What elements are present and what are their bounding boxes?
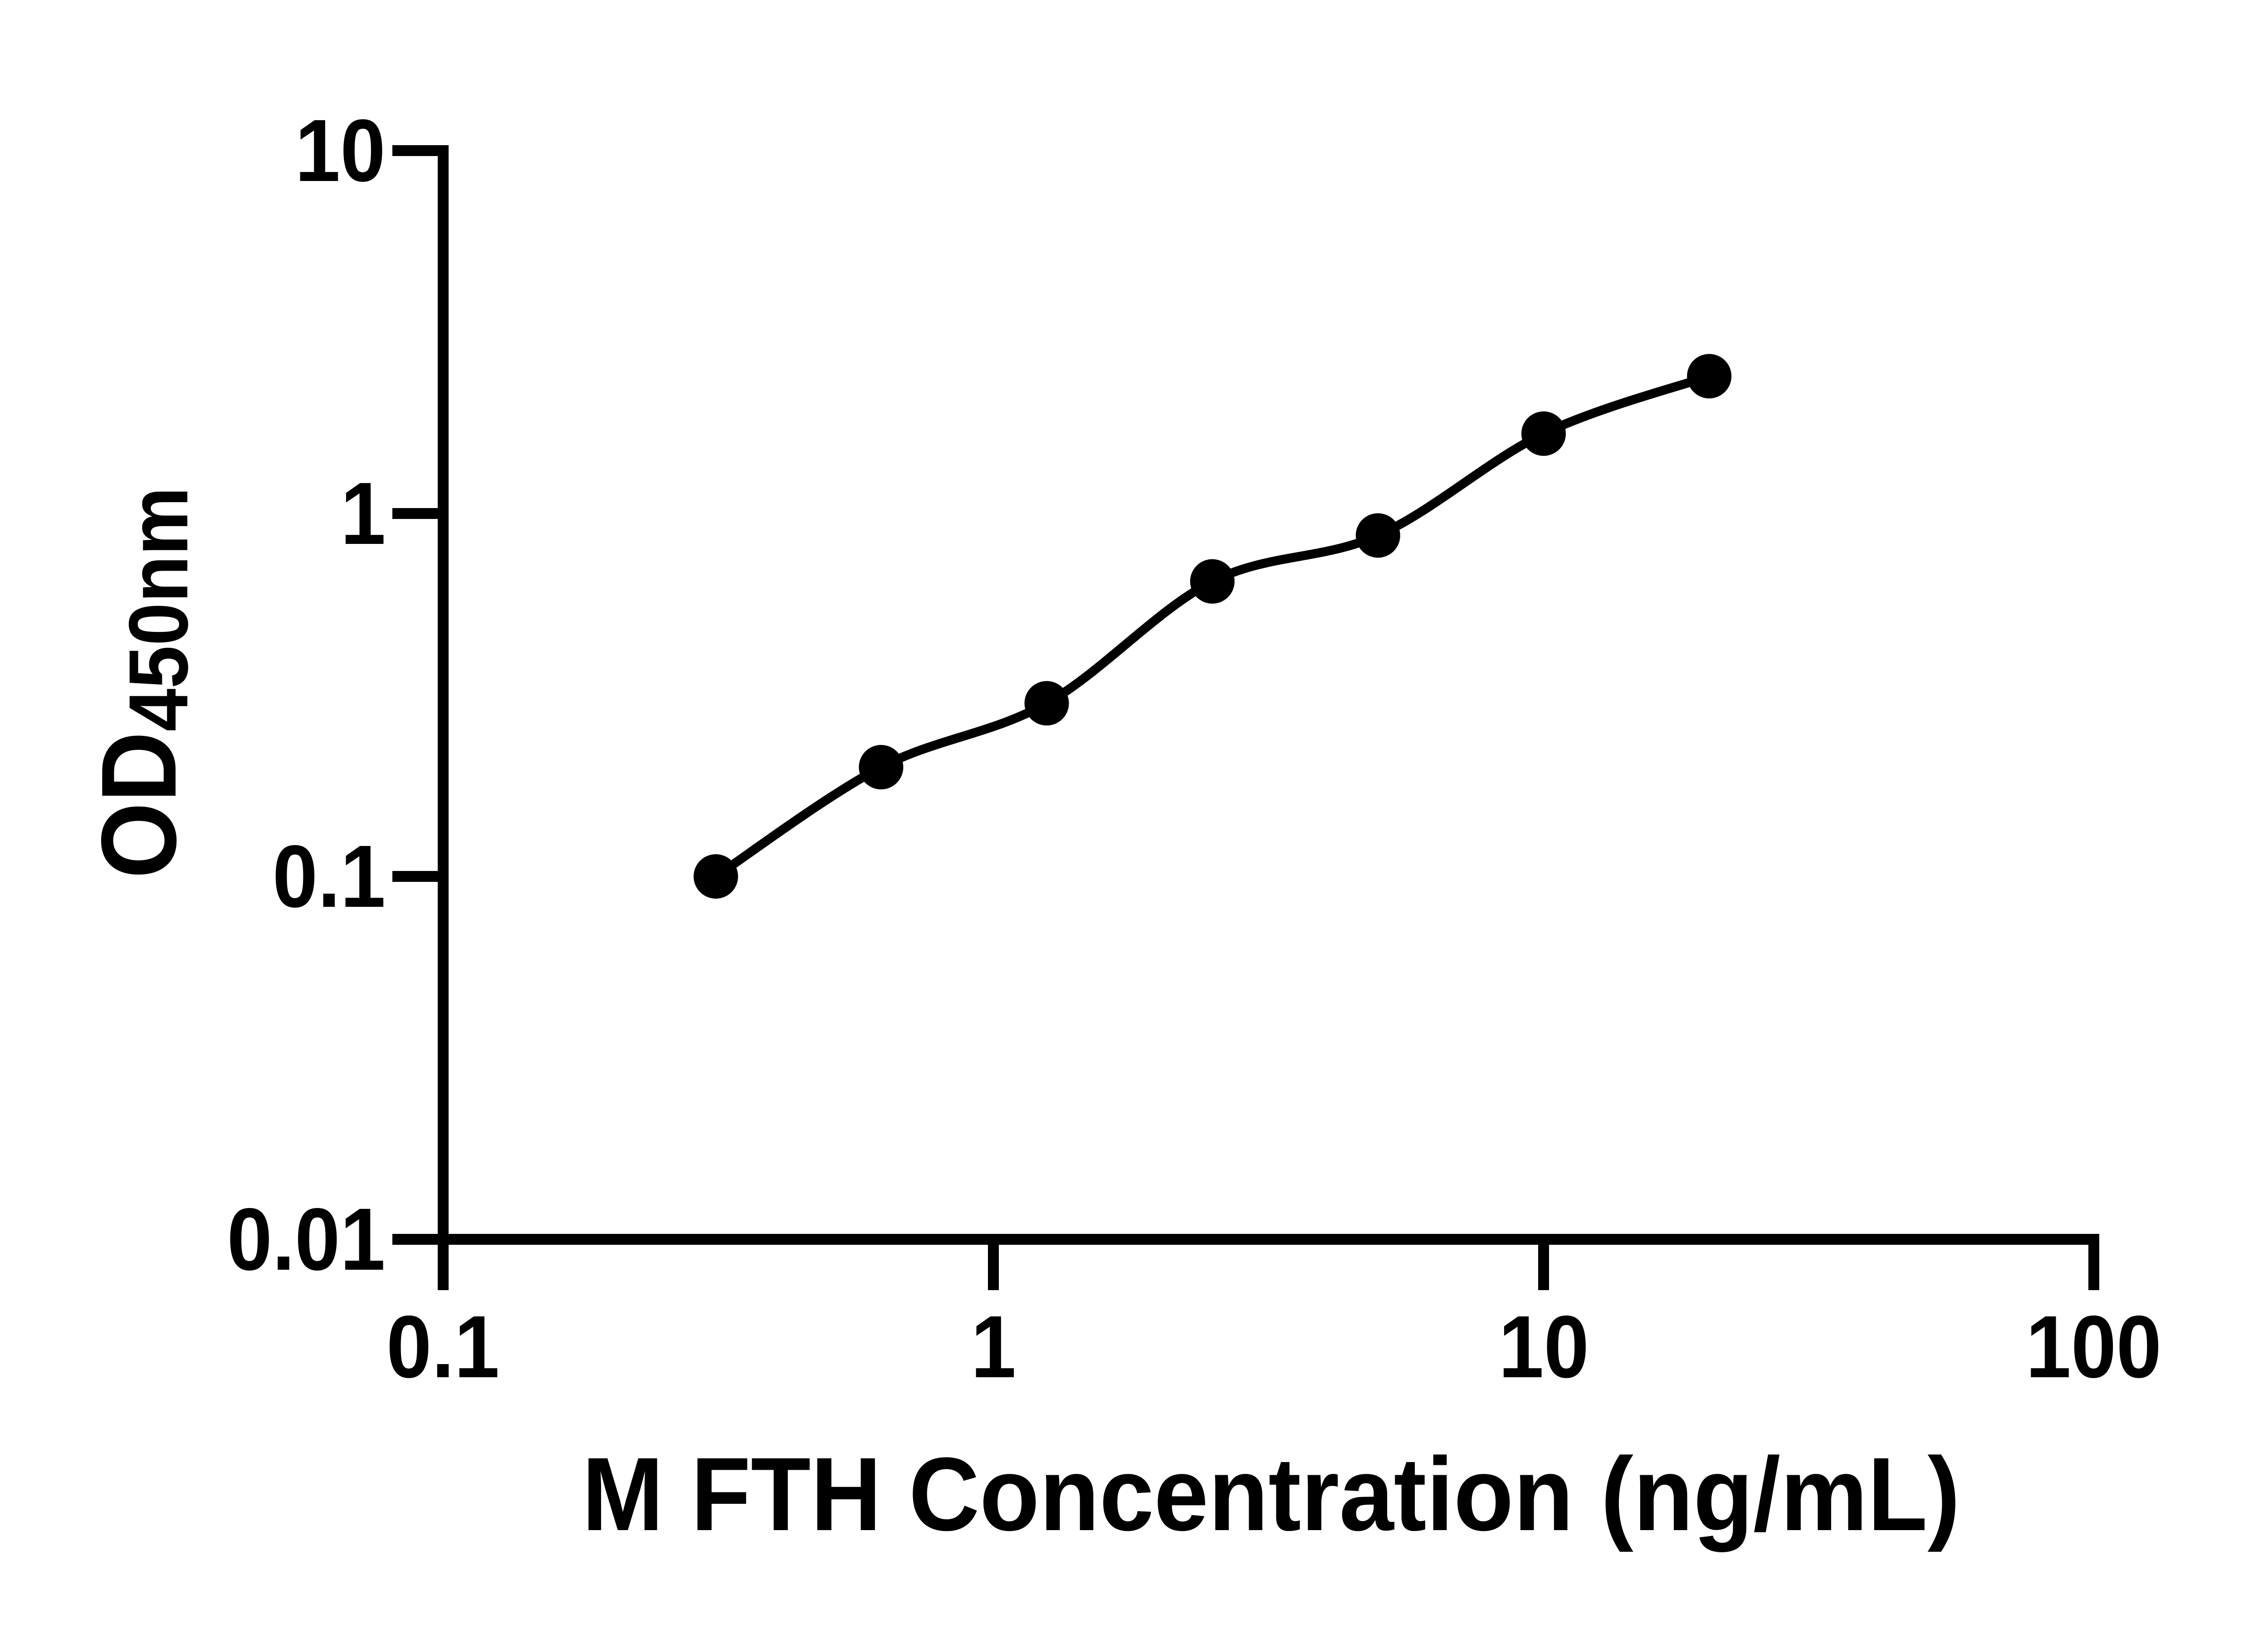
x-axis-title-text: M FTH Concentration (ng/mL) xyxy=(582,1436,1960,1552)
data-point-5 xyxy=(1355,513,1400,558)
data-point-7 xyxy=(1687,354,1732,399)
y-tick-1 xyxy=(392,508,449,519)
y-tick-label-0.1: 0.1 xyxy=(272,827,386,926)
y-axis-title: OD450nm xyxy=(79,470,205,896)
y-axis-line xyxy=(438,145,449,1245)
y-tick-10 xyxy=(392,145,449,156)
x-tick-label-0.1: 0.1 xyxy=(386,1297,500,1396)
data-point-2 xyxy=(859,745,904,790)
y-tick-0.1 xyxy=(392,871,449,882)
data-point-1 xyxy=(694,854,738,899)
x-axis-line xyxy=(438,1234,2099,1245)
standard-curve-line xyxy=(713,372,1711,881)
x-tick-label-100: 100 xyxy=(2026,1297,2162,1396)
x-tick-0.1 xyxy=(438,1239,449,1290)
y-axis-title-sub: 450nm xyxy=(112,487,205,732)
x-tick-100 xyxy=(2088,1239,2099,1290)
x-tick-10 xyxy=(1538,1239,1549,1290)
data-point-4 xyxy=(1190,559,1235,604)
y-axis-title-main: OD xyxy=(79,731,198,879)
y-tick-label-1: 1 xyxy=(340,464,386,563)
x-tick-label-10: 10 xyxy=(1498,1297,1589,1396)
y-tick-label-0.01: 0.01 xyxy=(227,1190,386,1289)
data-point-6 xyxy=(1521,411,1566,456)
x-tick-1 xyxy=(988,1239,999,1290)
x-axis-title: M FTH Concentration (ng/mL) xyxy=(443,1442,2099,1546)
x-tick-label-1: 1 xyxy=(971,1297,1016,1396)
data-point-3 xyxy=(1024,681,1069,726)
y-tick-label-10: 10 xyxy=(295,101,386,200)
